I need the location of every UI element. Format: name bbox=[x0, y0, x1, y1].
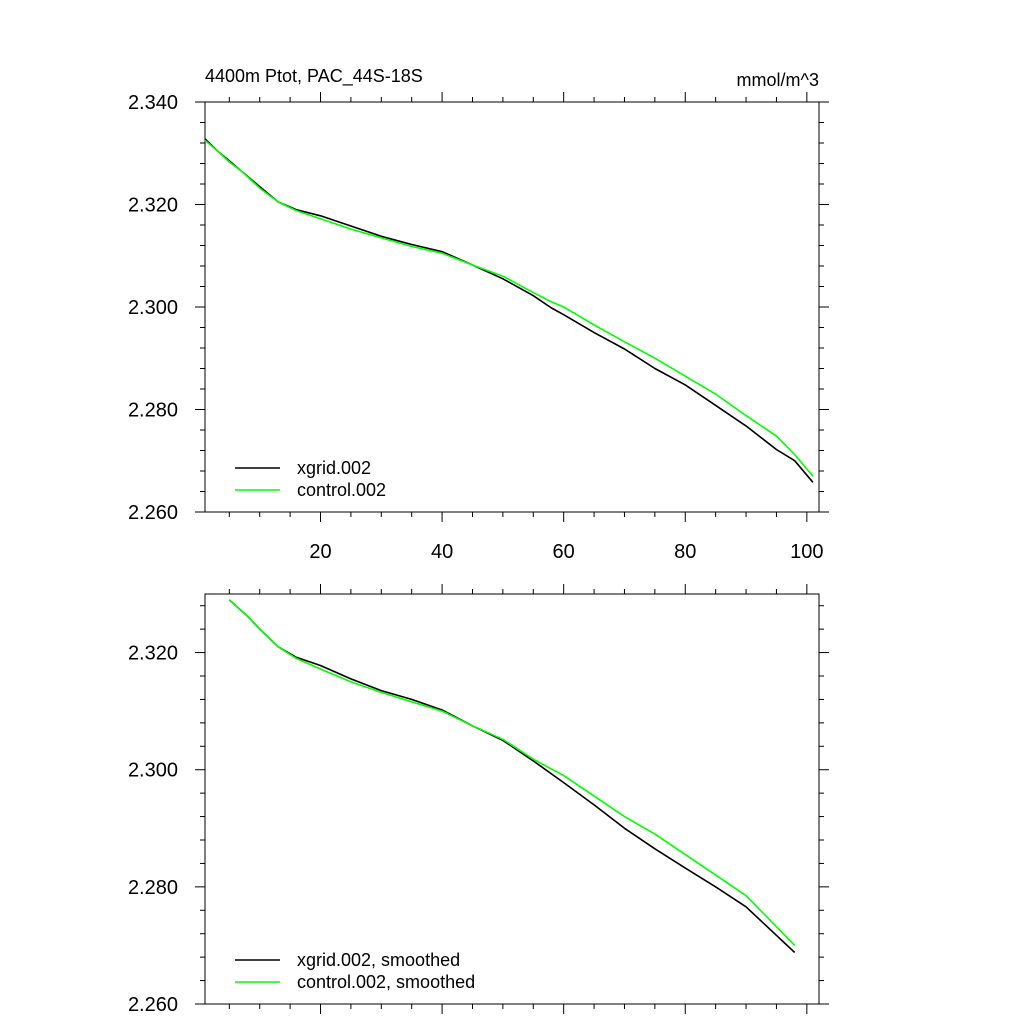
bottom-panel: 2.260 2.280 2.300 2.320 xgrid.002, smoothedc… bbox=[128, 584, 829, 1016]
x-tick-label: 40 bbox=[431, 541, 453, 563]
y-tick-label: 2.320 bbox=[128, 195, 178, 217]
units-label: mmol/m^3 bbox=[737, 70, 819, 90]
plot-frame bbox=[204, 593, 820, 1005]
x-tick-label: 20 bbox=[309, 541, 331, 563]
y-tick-label: 2.320 bbox=[128, 643, 178, 665]
legend-label: xgrid.002, smoothed bbox=[297, 950, 460, 970]
legend-label: control.002 bbox=[297, 480, 386, 500]
x-tick-label: 80 bbox=[674, 541, 696, 563]
legend-label: xgrid.002 bbox=[297, 458, 371, 478]
plot-frame bbox=[204, 101, 820, 513]
top-panel: 2.260 2.280 2.300 2.320 2.340 20 40 60 80 100 4400… bbox=[128, 66, 829, 563]
series-line-control bbox=[228, 599, 796, 946]
y-tick-label: 2.260 bbox=[128, 994, 178, 1016]
y-tick-label: 2.300 bbox=[128, 760, 178, 782]
chart-title: 4400m Ptot, PAC_44S-18S bbox=[205, 66, 423, 87]
y-tick-label: 2.300 bbox=[128, 297, 178, 319]
series-line-xgrid bbox=[228, 599, 796, 954]
y-tick-label: 2.280 bbox=[128, 877, 178, 899]
x-tick-label: 60 bbox=[553, 541, 575, 563]
y-tick-label: 2.280 bbox=[128, 400, 178, 422]
x-tick-label: 100 bbox=[790, 541, 823, 563]
legend-label: control.002, smoothed bbox=[297, 972, 475, 992]
series-line-control bbox=[204, 139, 814, 477]
y-tick-label: 2.340 bbox=[128, 92, 178, 114]
series-line-xgrid bbox=[204, 138, 814, 483]
y-tick-label: 2.260 bbox=[128, 502, 178, 524]
